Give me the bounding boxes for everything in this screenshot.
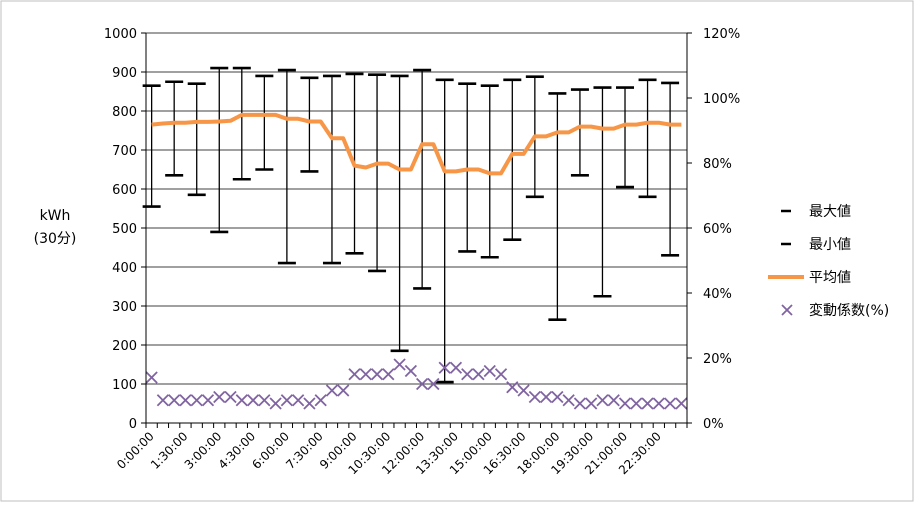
cv-point bbox=[179, 394, 192, 407]
cv-point bbox=[663, 397, 677, 410]
cv-point bbox=[517, 384, 530, 397]
y-tick-label: 300 bbox=[112, 300, 137, 315]
y-axis-ticks: 0 100 200 300 400 500 600 700 800 900 1000 bbox=[104, 27, 146, 432]
cv-point bbox=[472, 368, 485, 381]
cv-point bbox=[630, 397, 643, 410]
cv-point bbox=[415, 377, 429, 391]
cv-point bbox=[246, 394, 260, 407]
cv-point bbox=[393, 358, 406, 371]
cv-point bbox=[427, 377, 440, 391]
average-series-line bbox=[151, 112, 682, 176]
legend-min-label: 最小値 bbox=[809, 237, 851, 253]
cv-point bbox=[337, 384, 350, 397]
cv-point bbox=[618, 397, 632, 410]
cv-point bbox=[292, 394, 305, 407]
cv-point bbox=[190, 394, 203, 407]
legend-avg-label: 平均値 bbox=[809, 270, 851, 286]
cv-point bbox=[483, 364, 496, 378]
y-axis-label-line1: kWh bbox=[40, 208, 71, 224]
average-line bbox=[151, 112, 682, 176]
cv-point bbox=[652, 397, 665, 410]
gridlines bbox=[146, 32, 687, 385]
y2-tick-label: 80% bbox=[703, 157, 732, 172]
cv-point bbox=[201, 394, 215, 407]
axes bbox=[145, 33, 688, 424]
cv-point bbox=[235, 394, 248, 407]
y-tick-label: 900 bbox=[112, 66, 137, 81]
cv-point bbox=[641, 397, 654, 410]
y-tick-label: 0 bbox=[129, 417, 137, 432]
cv-point bbox=[325, 384, 339, 397]
y-tick-label: 200 bbox=[112, 339, 137, 354]
cv-point bbox=[551, 390, 564, 404]
cv-point bbox=[585, 397, 598, 410]
y2-tick-label: 120% bbox=[703, 27, 740, 42]
cv-point bbox=[224, 390, 237, 404]
y-axis-label-line2: (30分) bbox=[34, 231, 77, 247]
cv-point bbox=[562, 394, 575, 407]
y-tick-label: 600 bbox=[112, 183, 137, 198]
cv-point bbox=[573, 397, 587, 410]
cv-point bbox=[607, 394, 620, 407]
y2-tick-label: 60% bbox=[703, 222, 732, 237]
legend-max-label: 最大値 bbox=[809, 204, 851, 220]
max-min-bars bbox=[142, 66, 680, 384]
cv-point bbox=[168, 394, 181, 407]
y2-tick-label: 40% bbox=[703, 287, 732, 302]
legend-cv-label: 変動係数(%) bbox=[809, 302, 889, 319]
cv-point bbox=[528, 390, 541, 404]
cv-point bbox=[145, 371, 158, 384]
cv-point bbox=[370, 368, 384, 381]
cv-point bbox=[269, 397, 282, 410]
y2-tick-label: 20% bbox=[703, 352, 732, 367]
cv-point bbox=[675, 397, 688, 410]
cv-point bbox=[213, 390, 226, 404]
cv-point bbox=[303, 397, 316, 410]
cv-point bbox=[449, 361, 463, 374]
y-tick-label: 800 bbox=[112, 105, 137, 120]
legend-cv-marker bbox=[781, 304, 793, 316]
cv-point bbox=[156, 394, 170, 407]
cv-point bbox=[314, 394, 327, 407]
y-tick-label: 100 bbox=[112, 378, 137, 393]
cv-point bbox=[494, 368, 508, 381]
cv-point bbox=[438, 361, 451, 374]
cv-point bbox=[461, 368, 474, 381]
cv-point bbox=[506, 381, 519, 394]
cv-point bbox=[258, 394, 271, 407]
cv-markers bbox=[145, 358, 688, 410]
cv-point bbox=[348, 368, 361, 381]
cv-point bbox=[280, 394, 294, 407]
y-tick-label: 1000 bbox=[104, 27, 137, 42]
y2-tick-label: 0% bbox=[703, 417, 724, 432]
cv-point bbox=[596, 394, 609, 407]
cv-point bbox=[539, 390, 553, 404]
y-tick-label: 500 bbox=[112, 222, 137, 237]
cv-point bbox=[404, 364, 418, 378]
y-tick-label: 700 bbox=[112, 144, 137, 159]
cv-point bbox=[382, 368, 395, 381]
y2-axis-ticks: 0% 20% 40% 60% 80% 100% 120% bbox=[687, 27, 740, 432]
legend: 最大値 最小値 平均値 変動係数(%) bbox=[768, 204, 889, 319]
cv-point bbox=[359, 368, 372, 381]
y-tick-label: 400 bbox=[112, 261, 137, 276]
y2-tick-label: 100% bbox=[703, 92, 740, 107]
